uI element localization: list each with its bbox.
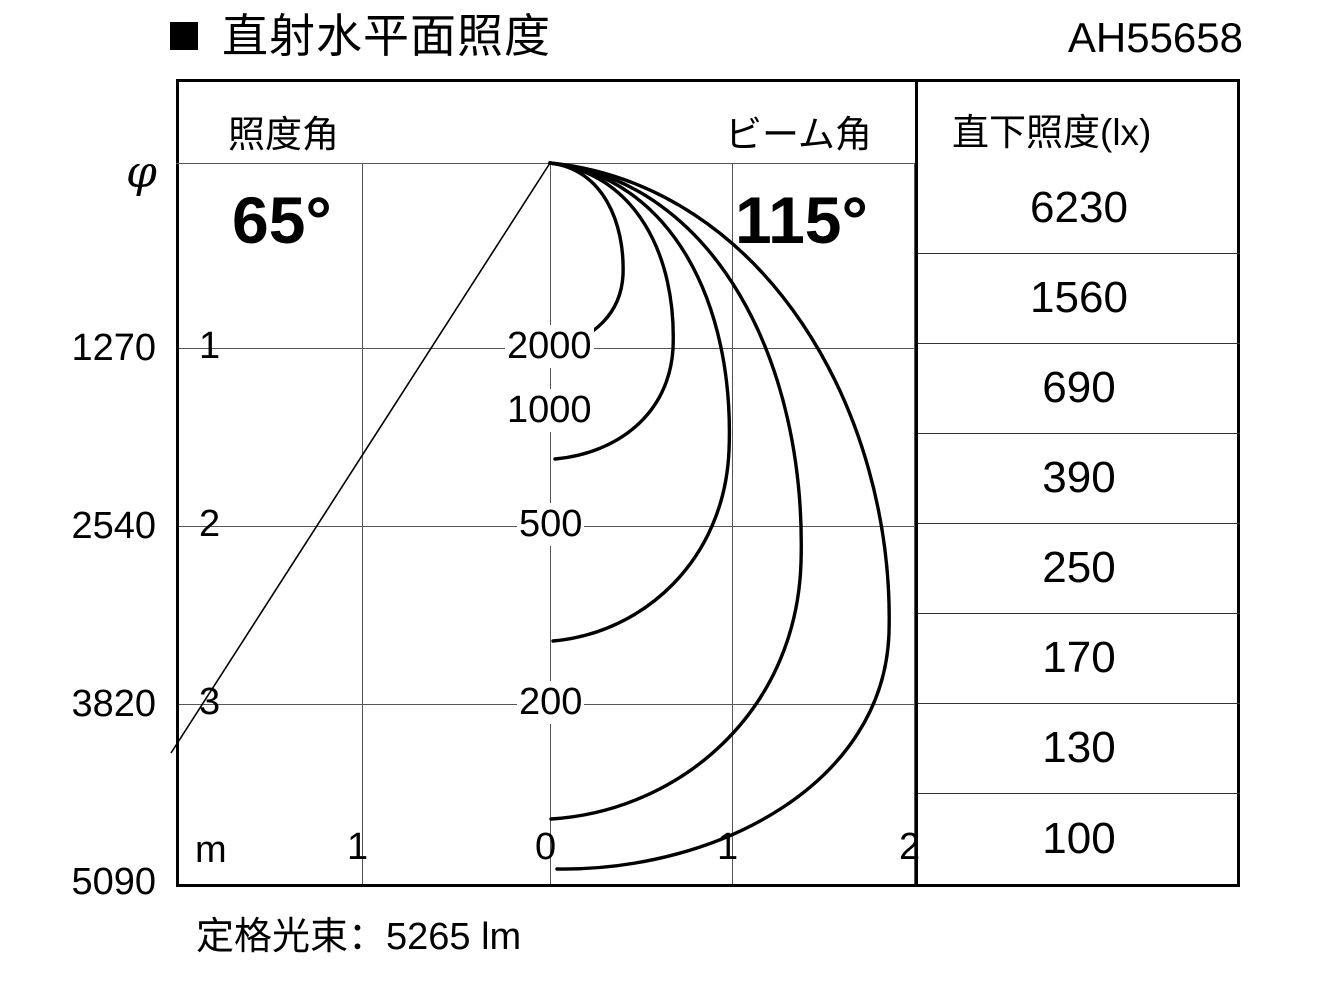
caption-illuminance-angle: 照度角: [228, 114, 339, 155]
value-separator-5: [918, 613, 1240, 614]
tick-depth-2: [234, 526, 264, 527]
value-cell-4: 390: [1042, 453, 1116, 502]
isolux-plot: 1 2 3 m 1 0 1 2 2000 1000 500 200: [170, 161, 920, 884]
caption-beam-angle: ビーム角: [725, 114, 872, 155]
x-label-2: 2: [899, 826, 921, 868]
page-title: 直射水平面照度: [222, 10, 551, 62]
x-label-0: 0: [535, 826, 557, 868]
tick-depth-1: [234, 348, 264, 349]
direct-illuminance-table: 6230 1560 690 390 250 170 130 100: [918, 163, 1240, 884]
value-cell-1: 6230: [1030, 183, 1128, 232]
x-label-1: 1: [717, 826, 739, 868]
header: 直射水平面照度 AH55658: [0, 0, 1323, 72]
contour-label-2000: 2000: [505, 325, 594, 368]
rated-flux-label: 定格光束：5265 lm: [196, 916, 522, 958]
depth-label-1: 1: [199, 325, 221, 367]
value-separator-3: [918, 433, 1240, 434]
value-cell-3: 690: [1042, 363, 1116, 412]
phi-label-2: 2540: [71, 505, 156, 547]
bullet-square-icon: [170, 22, 198, 50]
phi-label-4: 5090: [71, 861, 156, 903]
caption-direct-illuminance: 直下照度(lx): [952, 112, 1152, 153]
value-separator-1: [918, 253, 1240, 254]
value-cell-2: 1560: [1030, 273, 1128, 322]
table-divider: [915, 79, 918, 887]
phi-label-3: 3820: [71, 683, 156, 725]
x-axis-unit-label: m: [195, 829, 227, 871]
beam-angle-value: 115°: [735, 183, 868, 257]
contour-200: [548, 161, 803, 821]
contour-label-200: 200: [517, 681, 585, 724]
contour-label-1000: 1000: [505, 389, 594, 432]
illuminance-angle-value: 65°: [232, 183, 332, 257]
tick-depth-3: [234, 704, 264, 705]
gridline-x-1: [732, 163, 733, 884]
caption-separator: [176, 163, 915, 164]
phi-label-1: 1270: [71, 327, 156, 369]
contour-500: [548, 161, 732, 643]
gridline-x-2: [914, 163, 915, 884]
value-cell-7: 130: [1042, 723, 1116, 772]
contour-100: [548, 161, 891, 871]
value-separator-2: [918, 343, 1240, 344]
value-cell-8: 100: [1042, 813, 1116, 863]
value-cell-6: 170: [1042, 633, 1116, 682]
x-label-minus1: 1: [347, 826, 369, 868]
contour-1000: [548, 161, 675, 461]
product-code: AH55658: [1067, 14, 1243, 61]
depth-label-3: 3: [199, 681, 221, 723]
value-cell-5: 250: [1042, 543, 1116, 592]
illuminance-angle-ray: [170, 162, 551, 754]
contour-2000: [548, 161, 625, 348]
phi-axis-symbol: φ: [126, 147, 157, 198]
depth-label-2: 2: [199, 503, 221, 545]
contour-label-500: 500: [517, 503, 585, 546]
value-separator-6: [918, 703, 1240, 704]
diagram-frame: [176, 79, 1240, 887]
gridline-x-minus1: [362, 163, 363, 884]
value-separator-4: [918, 523, 1240, 524]
value-separator-7: [918, 793, 1240, 794]
